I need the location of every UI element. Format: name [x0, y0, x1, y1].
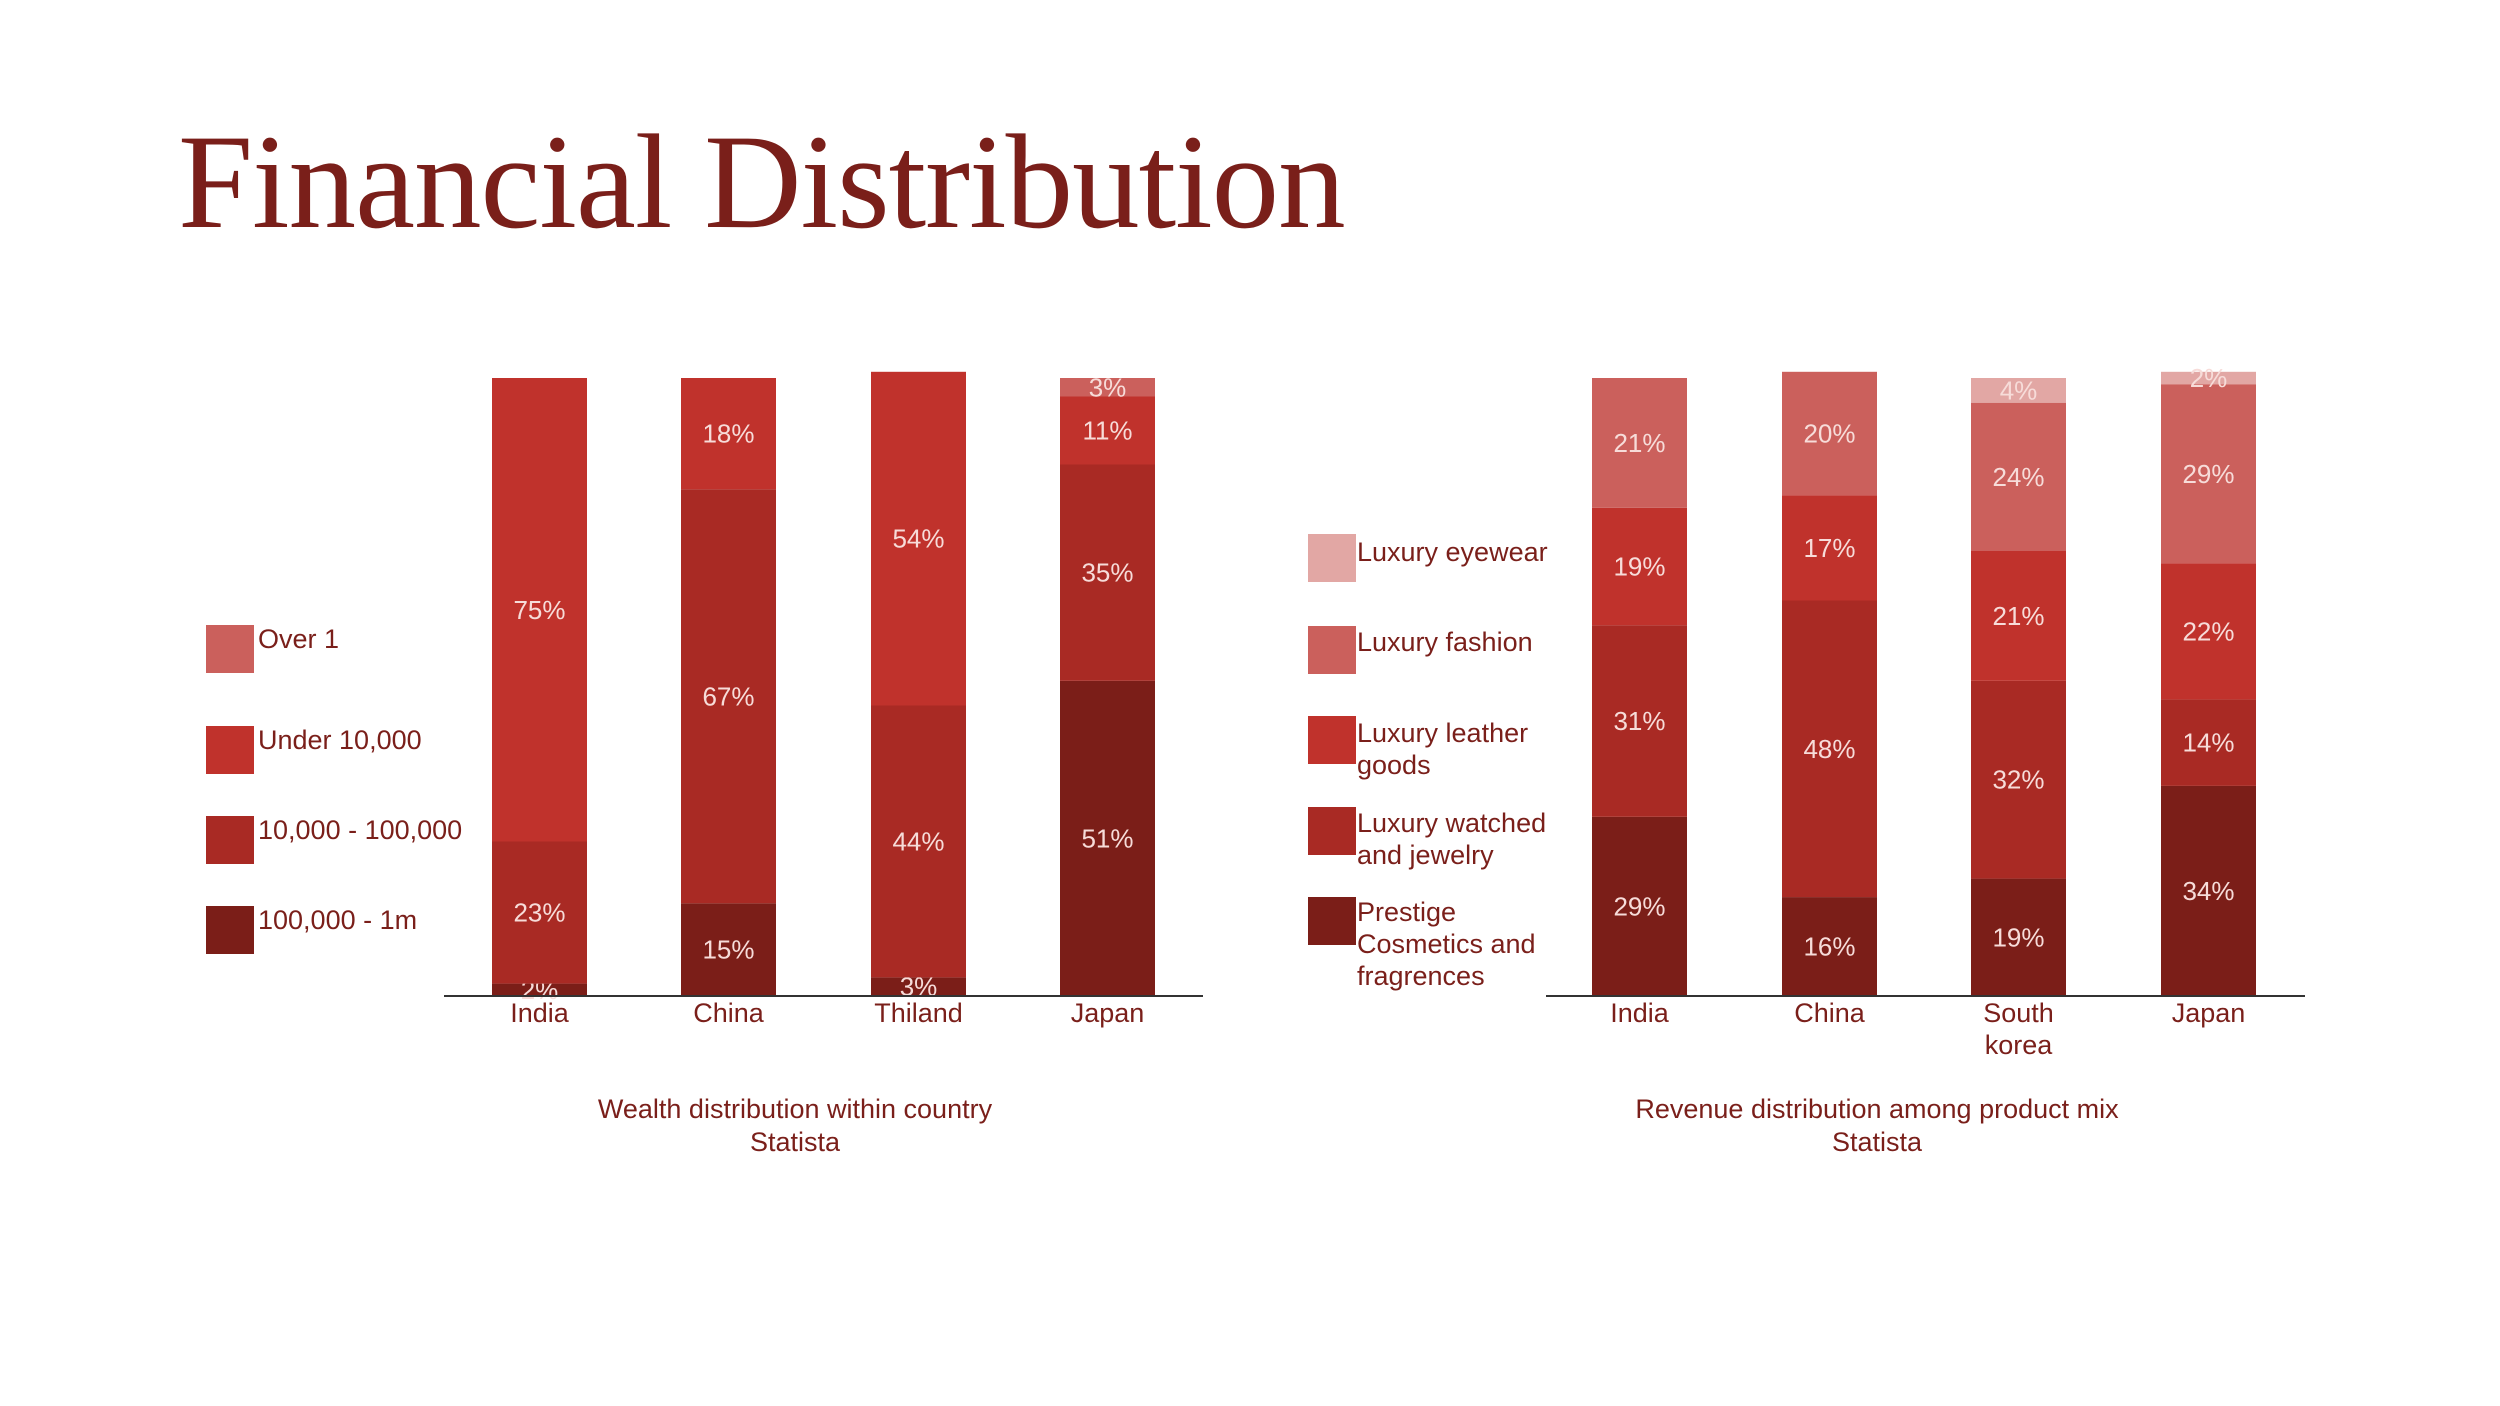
- legend-swatch: [206, 726, 254, 774]
- category-label: Japan: [1071, 998, 1145, 1028]
- legend-swatch: [1308, 534, 1356, 582]
- bar-segment: [1782, 600, 1877, 898]
- data-label: 44%: [892, 827, 944, 857]
- data-label: 31%: [1613, 706, 1665, 736]
- data-label: 32%: [1992, 765, 2044, 795]
- data-label: 19%: [1613, 552, 1665, 582]
- data-label: 17%: [1803, 533, 1855, 563]
- legend-swatch: [1308, 716, 1356, 764]
- category-label: Thiland: [874, 998, 963, 1028]
- bar-segment: [681, 489, 776, 904]
- category-label: China: [1794, 998, 1866, 1028]
- legend-label: Over 1: [258, 624, 339, 654]
- category-label: India: [1610, 998, 1670, 1028]
- data-label: 20%: [1803, 419, 1855, 449]
- legend-label: 10,000 - 100,000: [258, 815, 462, 845]
- bar-segment: [871, 977, 966, 996]
- bar-segment: [2161, 371, 2256, 385]
- chart-caption: Revenue distribution among product mix St…: [1635, 1094, 2119, 1157]
- bar-segment: [1971, 878, 2066, 996]
- legend-label: Prestige Cosmetics and fragrences: [1357, 897, 1536, 991]
- bar-segment: [492, 983, 587, 996]
- data-label: 23%: [513, 898, 565, 928]
- bar-segment: [681, 903, 776, 996]
- data-label: 3%: [1089, 372, 1127, 402]
- data-label: 75%: [513, 595, 565, 625]
- page-title: Financial Distribution: [178, 108, 1346, 257]
- bar-segment: [1060, 378, 1155, 397]
- category-label: South korea: [1983, 998, 2054, 1060]
- legend-swatch: [206, 816, 254, 864]
- wealth-distribution-chart: 2%23%75%India15%67%18%China3%44%54%Thila…: [206, 371, 1203, 1157]
- category-label: China: [693, 998, 765, 1028]
- bar-segment: [871, 705, 966, 978]
- data-label: 16%: [1803, 932, 1855, 962]
- bar-segment: [1592, 378, 1687, 508]
- legend-label: Luxury leather goods: [1357, 718, 1528, 780]
- bar-segment: [1592, 625, 1687, 817]
- data-label: 29%: [1613, 891, 1665, 921]
- bar-segment: [2161, 563, 2256, 700]
- data-label: 2%: [2190, 363, 2228, 393]
- bar-segment: [492, 378, 587, 842]
- bar-segment: [2161, 384, 2256, 564]
- data-label: 19%: [1992, 922, 2044, 952]
- category-label: India: [510, 998, 570, 1028]
- legend-swatch: [1308, 626, 1356, 674]
- revenue-distribution-chart: 29% 31% 19% 21% India 16% 48% 17% 20% China 19% 32%…: [1308, 363, 2305, 1157]
- bar-segment: [2161, 699, 2256, 786]
- legend-label: 100,000 - 1m: [258, 905, 417, 935]
- data-label: 67%: [702, 681, 754, 711]
- bar-segment: [1592, 816, 1687, 996]
- category-label: Japan: [2172, 998, 2246, 1028]
- bar-segment: [1592, 507, 1687, 626]
- data-label: 15%: [702, 935, 754, 965]
- legend-swatch: [206, 625, 254, 673]
- data-label: 18%: [702, 419, 754, 449]
- data-label: 22%: [2182, 616, 2234, 646]
- data-label: 21%: [1613, 428, 1665, 458]
- bar-segment: [1971, 680, 2066, 879]
- bar-segment: [1060, 396, 1155, 465]
- legend-label: Luxury watched and jewelry: [1357, 808, 1546, 870]
- bar-segment: [1060, 464, 1155, 681]
- chart-caption: Wealth distribution within country Statis…: [598, 1094, 993, 1157]
- data-label: 35%: [1081, 558, 1133, 588]
- data-label: 51%: [1081, 823, 1133, 853]
- bar-segment: [492, 841, 587, 984]
- data-label: 29%: [2182, 459, 2234, 489]
- bar-segment: [1782, 371, 1877, 496]
- legend-swatch: [1308, 897, 1356, 945]
- bar-segment: [681, 378, 776, 490]
- data-label: 48%: [1803, 734, 1855, 764]
- legend-label: Luxury fashion: [1357, 627, 1533, 657]
- data-label: 21%: [1992, 601, 2044, 631]
- legend-label: Luxury eyewear: [1357, 537, 1548, 567]
- data-label: 11%: [1082, 416, 1132, 446]
- data-label: 4%: [2000, 375, 2038, 405]
- legend-swatch: [1308, 807, 1356, 855]
- data-label: 54%: [892, 524, 944, 554]
- data-label: 34%: [2182, 876, 2234, 906]
- bar-segment: [1971, 551, 2066, 681]
- bar-segment: [871, 371, 966, 706]
- bar-segment: [1971, 378, 2066, 403]
- legend-label: Under 10,000: [258, 725, 422, 755]
- bar-segment: [1060, 680, 1155, 996]
- bar-segment: [1782, 897, 1877, 996]
- bar-segment: [1971, 402, 2066, 551]
- data-label: 24%: [1992, 462, 2044, 492]
- legend-swatch: [206, 906, 254, 954]
- bar-segment: [2161, 785, 2256, 996]
- bar-segment: [1782, 495, 1877, 601]
- data-label: 14%: [2182, 728, 2234, 758]
